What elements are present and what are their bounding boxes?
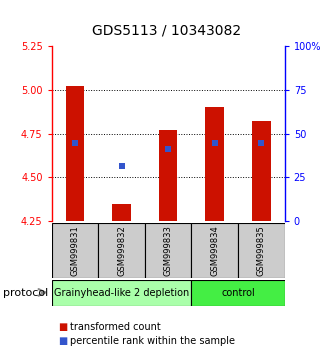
Text: percentile rank within the sample: percentile rank within the sample xyxy=(70,336,235,346)
Bar xyxy=(191,280,285,306)
Bar xyxy=(159,130,177,221)
Bar xyxy=(145,223,191,278)
Bar xyxy=(238,223,285,278)
Text: GSM999833: GSM999833 xyxy=(164,225,173,276)
Text: GSM999831: GSM999831 xyxy=(70,225,80,276)
Text: GDS5113 / 10343082: GDS5113 / 10343082 xyxy=(92,23,241,37)
Bar xyxy=(252,121,271,221)
Text: Grainyhead-like 2 depletion: Grainyhead-like 2 depletion xyxy=(54,288,189,298)
Bar xyxy=(52,280,191,306)
Bar xyxy=(191,223,238,278)
Text: protocol: protocol xyxy=(3,288,49,298)
Text: control: control xyxy=(221,288,255,298)
Text: ■: ■ xyxy=(58,336,68,346)
Bar xyxy=(205,107,224,221)
Text: GSM999832: GSM999832 xyxy=(117,225,126,276)
Text: ■: ■ xyxy=(58,322,68,332)
Text: GSM999835: GSM999835 xyxy=(257,225,266,276)
Bar xyxy=(52,223,98,278)
Bar xyxy=(98,223,145,278)
Bar xyxy=(112,204,131,221)
Text: transformed count: transformed count xyxy=(70,322,161,332)
Text: GSM999834: GSM999834 xyxy=(210,225,219,276)
Bar xyxy=(66,86,84,221)
